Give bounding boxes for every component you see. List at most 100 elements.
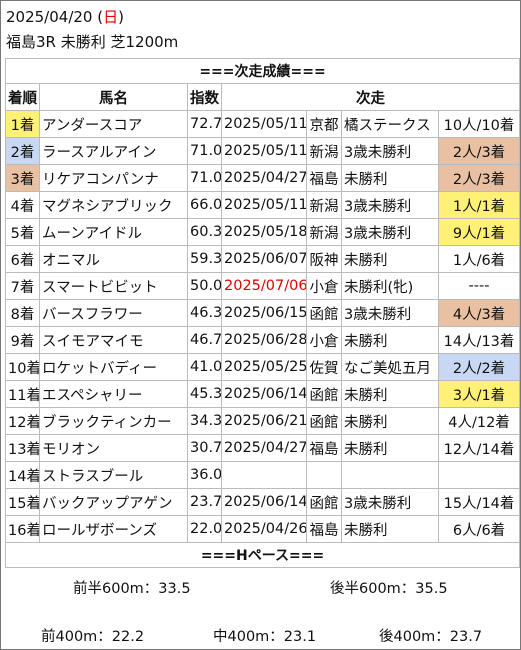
race-date: 2025/04/20 (日) bbox=[6, 8, 124, 26]
next-race-track: 福島 bbox=[306, 434, 342, 462]
table-row: 9着 スイモアマイモ 46.7 2025/06/28 小倉 未勝利 14人/13着 bbox=[5, 326, 521, 354]
horse-name: スマートビビット bbox=[39, 272, 188, 300]
next-race-date: 2025/05/11 bbox=[221, 191, 307, 219]
table-row: 4着 マグネシアブリック 66.0 2025/05/11 新潟 3歳未勝利 1人/1着 bbox=[5, 191, 521, 219]
finish-rank: 8着 bbox=[5, 299, 40, 327]
next-race-name: 未勝利 bbox=[341, 245, 439, 273]
finish-rank: 3着 bbox=[5, 164, 40, 192]
finish-rank: 16着 bbox=[5, 515, 40, 543]
next-race-name: 3歳未勝利 bbox=[341, 218, 439, 246]
next-race-result: 1人/6着 bbox=[437, 245, 521, 273]
next-race-track: 函館 bbox=[306, 488, 342, 516]
next-race-result: 4人/3着 bbox=[437, 299, 521, 327]
next-race-track: 小倉 bbox=[306, 272, 342, 300]
next-race-date: 2025/04/27 bbox=[221, 164, 307, 192]
next-race-track: 新潟 bbox=[306, 218, 342, 246]
column-header-next-race: 次走 bbox=[220, 83, 521, 111]
speed-index: 71.0 bbox=[187, 137, 222, 165]
horse-name: ロールザボーンズ bbox=[39, 515, 188, 543]
speed-index: 60.3 bbox=[187, 218, 222, 246]
next-race-date: 2025/06/15 bbox=[221, 299, 307, 327]
speed-index: 71.0 bbox=[187, 164, 222, 192]
finish-rank: 5着 bbox=[5, 218, 40, 246]
table-row: 2着 ラースアルアイン 71.0 2025/05/11 新潟 3歳未勝利 2人/3着 bbox=[5, 137, 521, 165]
next-race-date: 2025/04/27 bbox=[221, 434, 307, 462]
next-race-date: 2025/06/14 bbox=[221, 380, 307, 408]
next-race-track: 小倉 bbox=[306, 326, 342, 354]
next-race-date: 2025/05/18 bbox=[221, 218, 307, 246]
table-row: 13着 モリオン 30.7 2025/04/27 福島 未勝利 12人/14着 bbox=[5, 434, 521, 462]
table-row: 6着 オニマル 59.3 2025/06/07 阪神 未勝利 1人/6着 bbox=[5, 245, 521, 273]
horse-name: マグネシアブリック bbox=[39, 191, 188, 219]
speed-index: 46.3 bbox=[187, 299, 222, 327]
pace-mid-400m: 中400m：23.1 bbox=[213, 629, 317, 645]
next-race-date: 2025/05/25 bbox=[221, 353, 307, 381]
next-race-result: 15人/14着 bbox=[437, 488, 521, 516]
horse-name: バックアップアゲン bbox=[39, 488, 188, 516]
column-header-horse: 馬名 bbox=[39, 83, 188, 111]
horse-name: リケアコンパンナ bbox=[39, 164, 188, 192]
finish-rank: 7着 bbox=[5, 272, 40, 300]
next-race-date bbox=[221, 461, 307, 489]
next-race-track: 阪神 bbox=[306, 245, 342, 273]
pace-first-400m: 前400m：22.2 bbox=[41, 629, 145, 645]
next-race-name: なご美処五月 bbox=[341, 353, 439, 381]
next-race-result: 12人/14着 bbox=[437, 434, 521, 462]
speed-index: 34.3 bbox=[187, 407, 222, 435]
table-row: 14着 ストラスブール 36.0 bbox=[5, 461, 521, 489]
horse-name: ムーンアイドル bbox=[39, 218, 188, 246]
speed-index: 41.0 bbox=[187, 353, 222, 381]
speed-index: 72.7 bbox=[187, 110, 222, 138]
next-race-result: 4人/12着 bbox=[437, 407, 521, 435]
pace-first-600m: 前半600m：33.5 bbox=[73, 581, 191, 597]
pace-last-600m: 後半600m：35.5 bbox=[330, 581, 448, 597]
table-row: 7着 スマートビビット 50.0 2025/07/06 小倉 未勝利(牝) ---- bbox=[5, 272, 521, 300]
speed-index: 30.7 bbox=[187, 434, 222, 462]
finish-rank: 14着 bbox=[5, 461, 40, 489]
next-race-track: 佐賀 bbox=[306, 353, 342, 381]
next-race-result: 2人/3着 bbox=[437, 137, 521, 165]
next-race-track: 函館 bbox=[306, 407, 342, 435]
pace-last-400m: 後400m：23.7 bbox=[379, 629, 483, 645]
table-row: 10着 ロケットバディー 41.0 2025/05/25 佐賀 なご美処五月 2人/2着 bbox=[5, 353, 521, 381]
table-row: 15着 バックアップアゲン 23.7 2025/06/14 函館 3歳未勝利 15人/14着 bbox=[5, 488, 521, 516]
next-race-name: 未勝利 bbox=[341, 380, 439, 408]
next-race-result bbox=[437, 461, 521, 489]
horse-name: モリオン bbox=[39, 434, 188, 462]
table-row: 11着 エスペシャリー 45.3 2025/06/14 函館 未勝利 3人/1着 bbox=[5, 380, 521, 408]
next-race-name: 未勝利 bbox=[341, 515, 439, 543]
next-race-date: 2025/05/11 bbox=[221, 110, 307, 138]
speed-index: 66.0 bbox=[187, 191, 222, 219]
table-row: 16着 ロールザボーンズ 22.0 2025/04/26 福島 未勝利 6人/6着 bbox=[5, 515, 521, 543]
finish-rank: 2着 bbox=[5, 137, 40, 165]
horse-name: ストラスブール bbox=[39, 461, 188, 489]
next-race-name: 3歳未勝利 bbox=[341, 488, 439, 516]
next-race-date: 2025/06/28 bbox=[221, 326, 307, 354]
next-race-result: 1人/1着 bbox=[437, 191, 521, 219]
finish-rank: 9着 bbox=[5, 326, 40, 354]
results-section-title: ===次走成績=== bbox=[4, 58, 521, 84]
table-row: 1着 アンダースコア 72.7 2025/05/11 京都 橘ステークス 10人/10着 bbox=[5, 110, 521, 138]
next-race-result: 6人/6着 bbox=[437, 515, 521, 543]
next-race-date: 2025/06/21 bbox=[221, 407, 307, 435]
next-race-name: 3歳未勝利 bbox=[341, 299, 439, 327]
horse-name: オニマル bbox=[39, 245, 188, 273]
next-race-result: 10人/10着 bbox=[437, 110, 521, 138]
next-race-result: 9人/1着 bbox=[437, 218, 521, 246]
speed-index: 22.0 bbox=[187, 515, 222, 543]
speed-index: 36.0 bbox=[187, 461, 222, 489]
horse-name: ブラックティンカー bbox=[39, 407, 188, 435]
horse-name: ラースアルアイン bbox=[39, 137, 188, 165]
next-race-name: 3歳未勝利 bbox=[341, 191, 439, 219]
finish-rank: 6着 bbox=[5, 245, 40, 273]
speed-index: 50.0 bbox=[187, 272, 222, 300]
next-race-name: 未勝利 bbox=[341, 407, 439, 435]
next-race-track bbox=[306, 461, 342, 489]
race-name: 福島3R 未勝利 芝1200m bbox=[6, 33, 179, 51]
next-race-result: 2人/2着 bbox=[437, 353, 521, 381]
next-race-track: 京都 bbox=[306, 110, 342, 138]
next-race-result: 3人/1着 bbox=[437, 380, 521, 408]
table-row: 12着 ブラックティンカー 34.3 2025/06/21 函館 未勝利 4人/12着 bbox=[5, 407, 521, 435]
next-race-name: 橘ステークス bbox=[341, 110, 439, 138]
horse-name: スイモアマイモ bbox=[39, 326, 188, 354]
